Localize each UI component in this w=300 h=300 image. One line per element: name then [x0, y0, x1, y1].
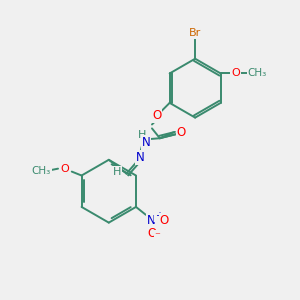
Text: H: H — [138, 130, 146, 140]
Text: O: O — [152, 109, 161, 122]
Text: +: + — [154, 211, 163, 221]
Text: N: N — [142, 136, 151, 148]
Text: N: N — [147, 214, 156, 227]
Text: CH₃: CH₃ — [32, 166, 51, 176]
Text: O: O — [231, 68, 240, 78]
Text: N: N — [136, 152, 145, 164]
Text: CH₃: CH₃ — [247, 68, 267, 78]
Text: O: O — [147, 227, 156, 240]
Text: O: O — [177, 126, 186, 139]
Text: H: H — [112, 167, 121, 177]
Text: ⁻: ⁻ — [154, 231, 160, 242]
Text: O: O — [61, 164, 69, 174]
Text: O: O — [160, 214, 169, 227]
Text: Br: Br — [189, 28, 201, 38]
